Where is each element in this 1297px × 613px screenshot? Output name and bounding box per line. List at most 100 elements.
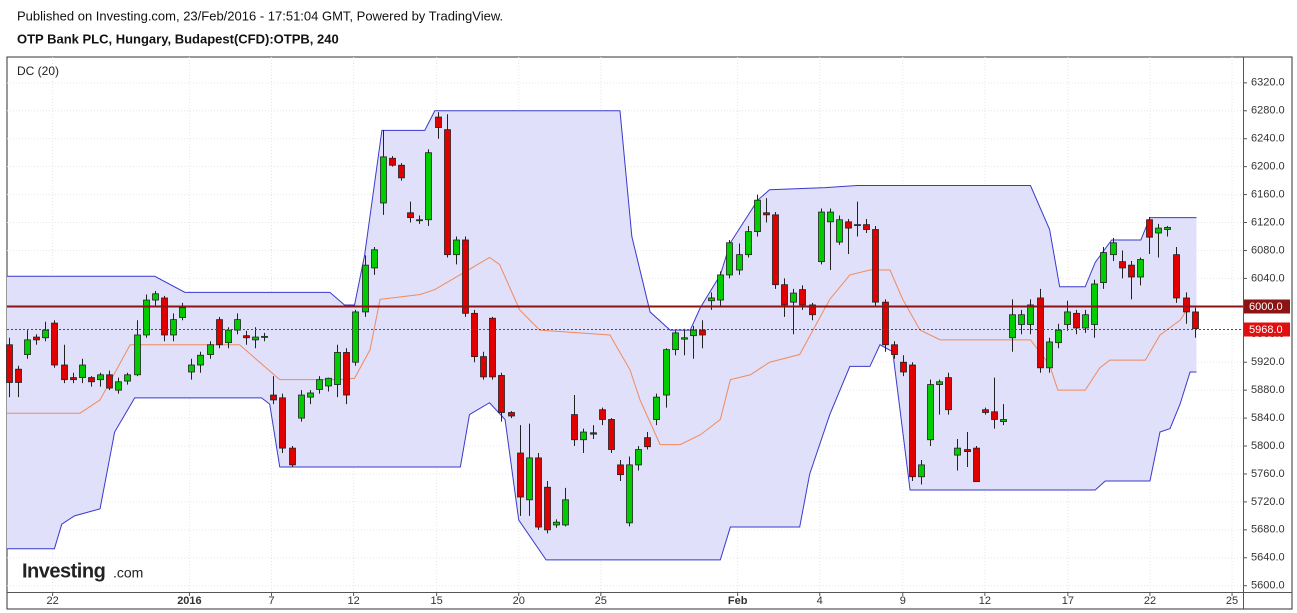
candle-body <box>1046 341 1053 369</box>
price-label: 6000.0 <box>1249 301 1283 313</box>
y-tick-label: 6280.0 <box>1251 105 1285 117</box>
channel-band <box>7 344 1197 561</box>
candle-body <box>690 329 697 337</box>
candle-body <box>626 464 633 524</box>
candle-body <box>708 297 715 302</box>
candle-body <box>1119 261 1126 269</box>
candle-body <box>252 336 259 341</box>
candle-body <box>61 364 68 381</box>
candle-body <box>270 394 277 401</box>
candle-body <box>562 499 569 526</box>
candle-body <box>161 297 168 336</box>
candle-body <box>170 319 177 336</box>
x-tick-label: 15 <box>431 595 443 607</box>
candle-body <box>243 335 250 339</box>
x-tick-label: 22 <box>46 595 58 607</box>
candle-body <box>325 377 332 387</box>
candle-body <box>1018 314 1025 325</box>
candle-body <box>462 239 469 314</box>
candle-body <box>1100 252 1107 283</box>
candle-body <box>70 377 77 381</box>
candle-body <box>571 414 578 441</box>
candle-body <box>973 447 980 483</box>
candle-body <box>134 334 141 376</box>
candle-body <box>936 381 943 385</box>
candle-body <box>143 299 150 336</box>
y-tick-label: 6080.0 <box>1251 244 1285 256</box>
x-tick-label: 17 <box>1062 595 1074 607</box>
candle-body <box>772 214 779 286</box>
candle-body <box>1146 219 1153 238</box>
candle-body <box>1000 419 1007 422</box>
candle-body <box>954 447 961 456</box>
x-tick-label: 25 <box>1226 595 1238 607</box>
candle-body <box>1128 264 1135 278</box>
x-tick-label: Feb <box>728 595 748 607</box>
candle-body <box>307 392 314 398</box>
candle-body <box>517 452 524 498</box>
candle-body <box>234 319 241 331</box>
candle-body <box>15 368 22 383</box>
y-tick-label: 5880.0 <box>1251 384 1285 396</box>
candle-body <box>872 229 879 303</box>
candle-body <box>362 264 369 313</box>
y-tick-label: 5600.0 <box>1251 580 1285 592</box>
candle-body <box>699 329 706 336</box>
candle-body <box>498 375 505 413</box>
y-tick-label: 6240.0 <box>1251 133 1285 145</box>
candle-body <box>398 164 405 179</box>
candle-body <box>599 409 606 420</box>
candle-body <box>88 377 95 383</box>
x-tick-label: 4 <box>817 595 823 607</box>
price-label-box <box>1244 322 1290 337</box>
candle-body <box>298 394 305 419</box>
x-tick-label: 12 <box>979 595 991 607</box>
candle-body <box>207 344 214 355</box>
candle-body <box>845 221 852 229</box>
y-tick-label: 5760.0 <box>1251 468 1285 480</box>
candle-body <box>863 224 870 230</box>
candle-body <box>261 335 268 338</box>
y-tick-label: 5640.0 <box>1251 552 1285 564</box>
y-tick-label: 5680.0 <box>1251 524 1285 536</box>
candle-body <box>1192 311 1199 330</box>
indicator-label: DC (20) <box>17 64 59 78</box>
candle-body <box>33 336 40 341</box>
x-tick-label: 20 <box>513 595 525 607</box>
candle-body <box>279 397 286 449</box>
candle-body <box>197 354 204 366</box>
candle-body <box>343 352 350 396</box>
candle-body <box>453 239 460 256</box>
candle-body <box>352 311 359 363</box>
x-tick-label: 2016 <box>177 595 201 607</box>
candle-body <box>225 329 232 344</box>
candle-body <box>1073 312 1080 329</box>
channel-band <box>7 110 1197 331</box>
candle-body <box>6 344 13 383</box>
price-label: 5968.0 <box>1249 324 1283 336</box>
candle-body <box>763 212 770 216</box>
x-tick-label: 12 <box>348 595 360 607</box>
x-tick-label: 7 <box>268 595 274 607</box>
chart-title: OTP Bank PLC, Hungary, Budapest(CFD):OTP… <box>17 31 339 46</box>
candle-body <box>745 231 752 256</box>
candle-body <box>106 374 113 389</box>
candle-body <box>754 199 761 233</box>
candle-body <box>334 352 341 385</box>
candle-body <box>97 374 104 381</box>
candle-body <box>42 329 49 339</box>
candle-body <box>51 322 58 366</box>
candle-body <box>818 211 825 263</box>
candle-body <box>380 156 387 204</box>
y-tick-label: 6200.0 <box>1251 161 1285 173</box>
candle-body <box>1155 227 1162 234</box>
candle-body <box>316 379 323 390</box>
candle-body <box>644 437 651 448</box>
channel-fill <box>7 110 1197 560</box>
candle-body <box>389 157 396 166</box>
candle-body <box>1082 314 1089 329</box>
candle-body <box>1009 314 1016 339</box>
candle-body <box>216 319 223 346</box>
candle-body <box>444 129 451 256</box>
candle-body <box>152 293 159 301</box>
